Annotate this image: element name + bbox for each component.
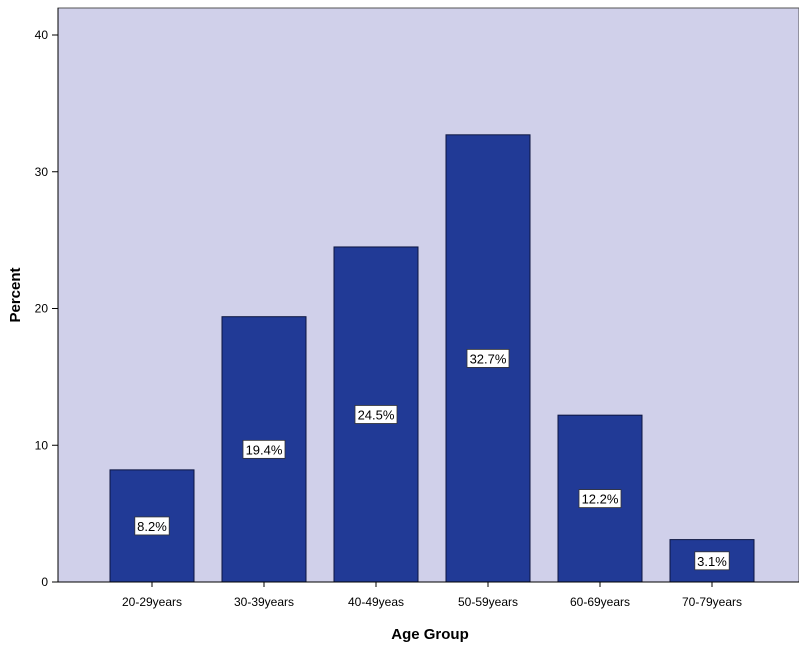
data-label-3: 24.5% bbox=[358, 407, 395, 422]
x-axis: 20-29years 30-39years 40-49yeas 50-59years 6… bbox=[58, 581, 799, 609]
y-tick-label-10: 10 bbox=[35, 438, 49, 452]
y-axis-title: Percent bbox=[7, 267, 24, 322]
data-labels-group: 8.2% 19.4% 24.5% 32.7% 12.2% 3.1% bbox=[134, 349, 730, 571]
data-label-box-3 bbox=[354, 405, 398, 424]
data-label-box-1 bbox=[134, 516, 170, 536]
y-axis: 0 10 20 30 40 bbox=[35, 8, 59, 589]
data-label-5: 12.2% bbox=[582, 492, 619, 507]
x-tick-label-5: 60-69years bbox=[570, 595, 630, 609]
data-label-6: 3.1% bbox=[697, 554, 727, 569]
data-label-4: 32.7% bbox=[470, 351, 507, 366]
x-tick-label-3: 40-49yeas bbox=[348, 595, 404, 609]
x-tick-label-1: 20-29years bbox=[122, 595, 182, 609]
data-label-box-6 bbox=[694, 551, 730, 571]
data-label-1: 8.2% bbox=[137, 519, 167, 534]
data-label-box-2 bbox=[242, 439, 286, 459]
x-axis-title: Age Group bbox=[391, 626, 469, 643]
data-label-box-5 bbox=[578, 489, 622, 508]
data-label-2: 19.4% bbox=[246, 442, 283, 457]
x-tick-label-6: 70-79years bbox=[682, 595, 742, 609]
y-tick-label-30: 30 bbox=[35, 165, 49, 179]
x-tick-label-2: 30-39years bbox=[234, 595, 294, 609]
data-label-box-4 bbox=[466, 349, 510, 368]
y-tick-label-0: 0 bbox=[41, 575, 48, 589]
y-tick-label-40: 40 bbox=[35, 28, 49, 42]
y-tick-label-20: 20 bbox=[35, 302, 49, 316]
x-tick-label-4: 50-59years bbox=[458, 595, 518, 609]
